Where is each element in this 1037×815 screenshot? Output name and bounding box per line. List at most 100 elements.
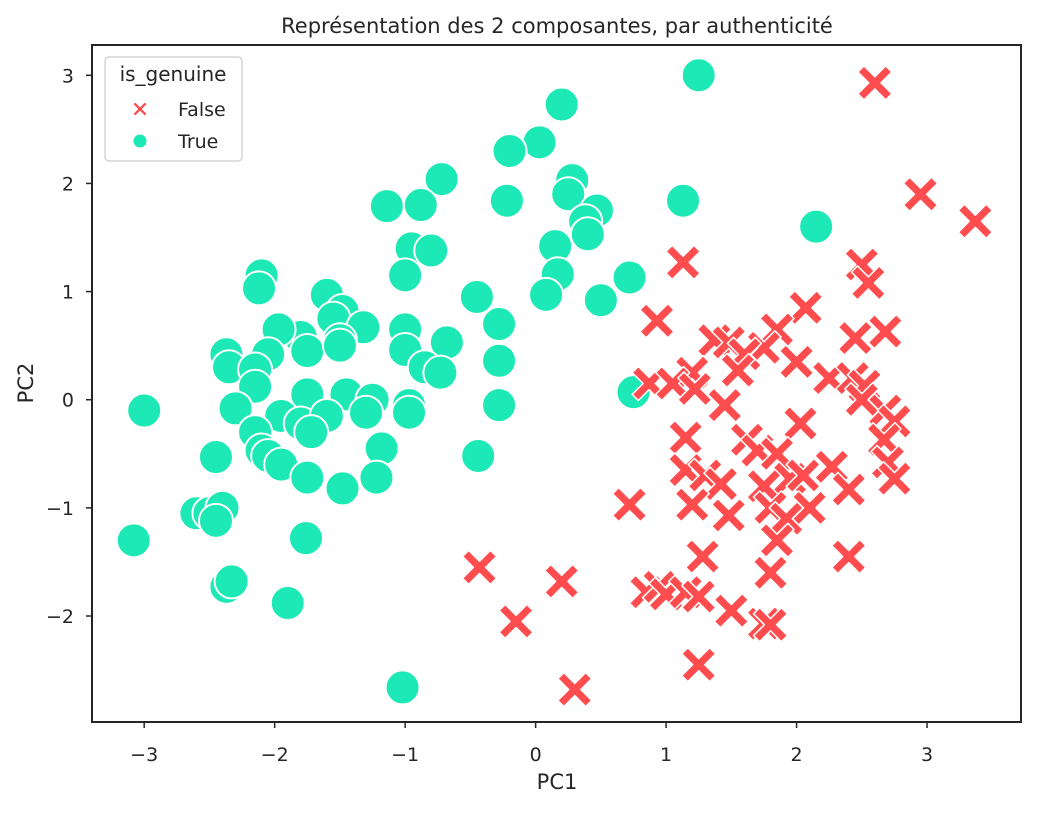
data-point bbox=[876, 460, 913, 497]
data-point bbox=[491, 132, 528, 169]
data-point bbox=[488, 182, 525, 219]
data-point bbox=[293, 414, 330, 451]
data-point bbox=[363, 430, 400, 467]
data-point bbox=[957, 203, 994, 240]
data-point bbox=[289, 333, 326, 370]
data-point bbox=[831, 538, 867, 575]
legend-label-false: False bbox=[178, 99, 226, 121]
data-point bbox=[521, 124, 558, 161]
data-point bbox=[680, 646, 717, 683]
data-point bbox=[782, 405, 819, 442]
data-point bbox=[710, 497, 747, 534]
data-point bbox=[269, 585, 306, 622]
data-point bbox=[287, 520, 324, 557]
y-tick-label: 3 bbox=[62, 65, 74, 87]
data-point bbox=[422, 354, 459, 391]
data-point bbox=[528, 276, 565, 313]
data-point bbox=[543, 86, 580, 123]
data-point bbox=[674, 486, 710, 523]
data-point bbox=[785, 457, 821, 494]
data-point bbox=[677, 371, 713, 407]
data-point bbox=[665, 182, 702, 219]
chart-title: Représentation des 2 composantes, par au… bbox=[281, 14, 833, 38]
data-point bbox=[857, 65, 893, 101]
data-point bbox=[413, 232, 450, 269]
data-point bbox=[391, 394, 428, 431]
data-point bbox=[217, 390, 254, 427]
data-point bbox=[667, 419, 704, 456]
data-point bbox=[348, 394, 385, 431]
data-point bbox=[569, 216, 606, 253]
x-tick-label: −3 bbox=[130, 744, 158, 766]
y-tick-label: 2 bbox=[62, 173, 74, 195]
x-tick-label: 2 bbox=[791, 744, 803, 766]
data-point bbox=[720, 352, 756, 389]
data-point bbox=[752, 555, 789, 591]
data-point bbox=[324, 470, 361, 507]
data-point bbox=[460, 437, 497, 474]
data-point bbox=[680, 57, 717, 94]
series-true bbox=[115, 57, 835, 706]
data-point bbox=[611, 486, 648, 523]
data-point bbox=[481, 342, 518, 379]
data-point bbox=[582, 282, 619, 319]
data-point bbox=[498, 603, 534, 640]
legend: is_genuine False True bbox=[104, 56, 243, 162]
data-point bbox=[384, 669, 421, 706]
data-point bbox=[321, 327, 358, 364]
legend-marker-false bbox=[131, 100, 149, 118]
data-point bbox=[368, 188, 405, 225]
data-point bbox=[358, 459, 395, 496]
data-point bbox=[550, 176, 587, 213]
data-point bbox=[402, 187, 439, 224]
data-point bbox=[713, 592, 750, 629]
data-point bbox=[241, 270, 278, 307]
data-point bbox=[461, 549, 498, 586]
data-point bbox=[197, 502, 234, 539]
data-point bbox=[837, 320, 874, 356]
data-point bbox=[902, 176, 939, 212]
data-point bbox=[759, 522, 795, 559]
legend-marker-true bbox=[131, 132, 149, 150]
legend-title: is_genuine bbox=[120, 62, 227, 86]
x-tick-label: 1 bbox=[660, 744, 672, 766]
x-tick-label: −2 bbox=[261, 744, 289, 766]
points-layer bbox=[115, 57, 994, 708]
x-axis-label: PC1 bbox=[537, 770, 578, 794]
data-point bbox=[611, 259, 648, 296]
data-point bbox=[752, 606, 789, 643]
data-point bbox=[197, 439, 234, 476]
data-point bbox=[665, 244, 701, 281]
y-axis-label: PC2 bbox=[14, 363, 38, 404]
data-point bbox=[213, 563, 250, 600]
data-point bbox=[387, 257, 424, 294]
data-point bbox=[126, 392, 163, 429]
data-point bbox=[798, 208, 835, 245]
data-point bbox=[481, 387, 518, 424]
data-point bbox=[684, 538, 721, 575]
data-point bbox=[289, 459, 326, 496]
data-point bbox=[680, 578, 717, 615]
data-point bbox=[543, 563, 580, 600]
series-false bbox=[461, 65, 994, 708]
ticks-layer: −3 −2 −1 0 1 2 3 −2 −1 0 1 2 3 bbox=[46, 65, 933, 766]
y-tick-label: 1 bbox=[62, 282, 74, 304]
plot-frame bbox=[91, 44, 1022, 723]
data-point bbox=[557, 671, 593, 708]
x-tick-label: −1 bbox=[391, 744, 419, 766]
data-point bbox=[115, 522, 152, 559]
data-point bbox=[707, 387, 743, 423]
data-point bbox=[458, 278, 495, 315]
y-tick-label: 0 bbox=[62, 390, 74, 412]
x-tick-label: 0 bbox=[530, 744, 542, 766]
data-point bbox=[639, 303, 675, 339]
legend-entries: False True bbox=[131, 99, 226, 153]
data-point bbox=[423, 161, 460, 198]
data-point bbox=[850, 265, 887, 301]
data-point bbox=[867, 313, 904, 350]
y-tick-label: −2 bbox=[46, 606, 74, 628]
legend-label-true: True bbox=[177, 131, 218, 153]
x-tick-label: 3 bbox=[921, 744, 933, 766]
